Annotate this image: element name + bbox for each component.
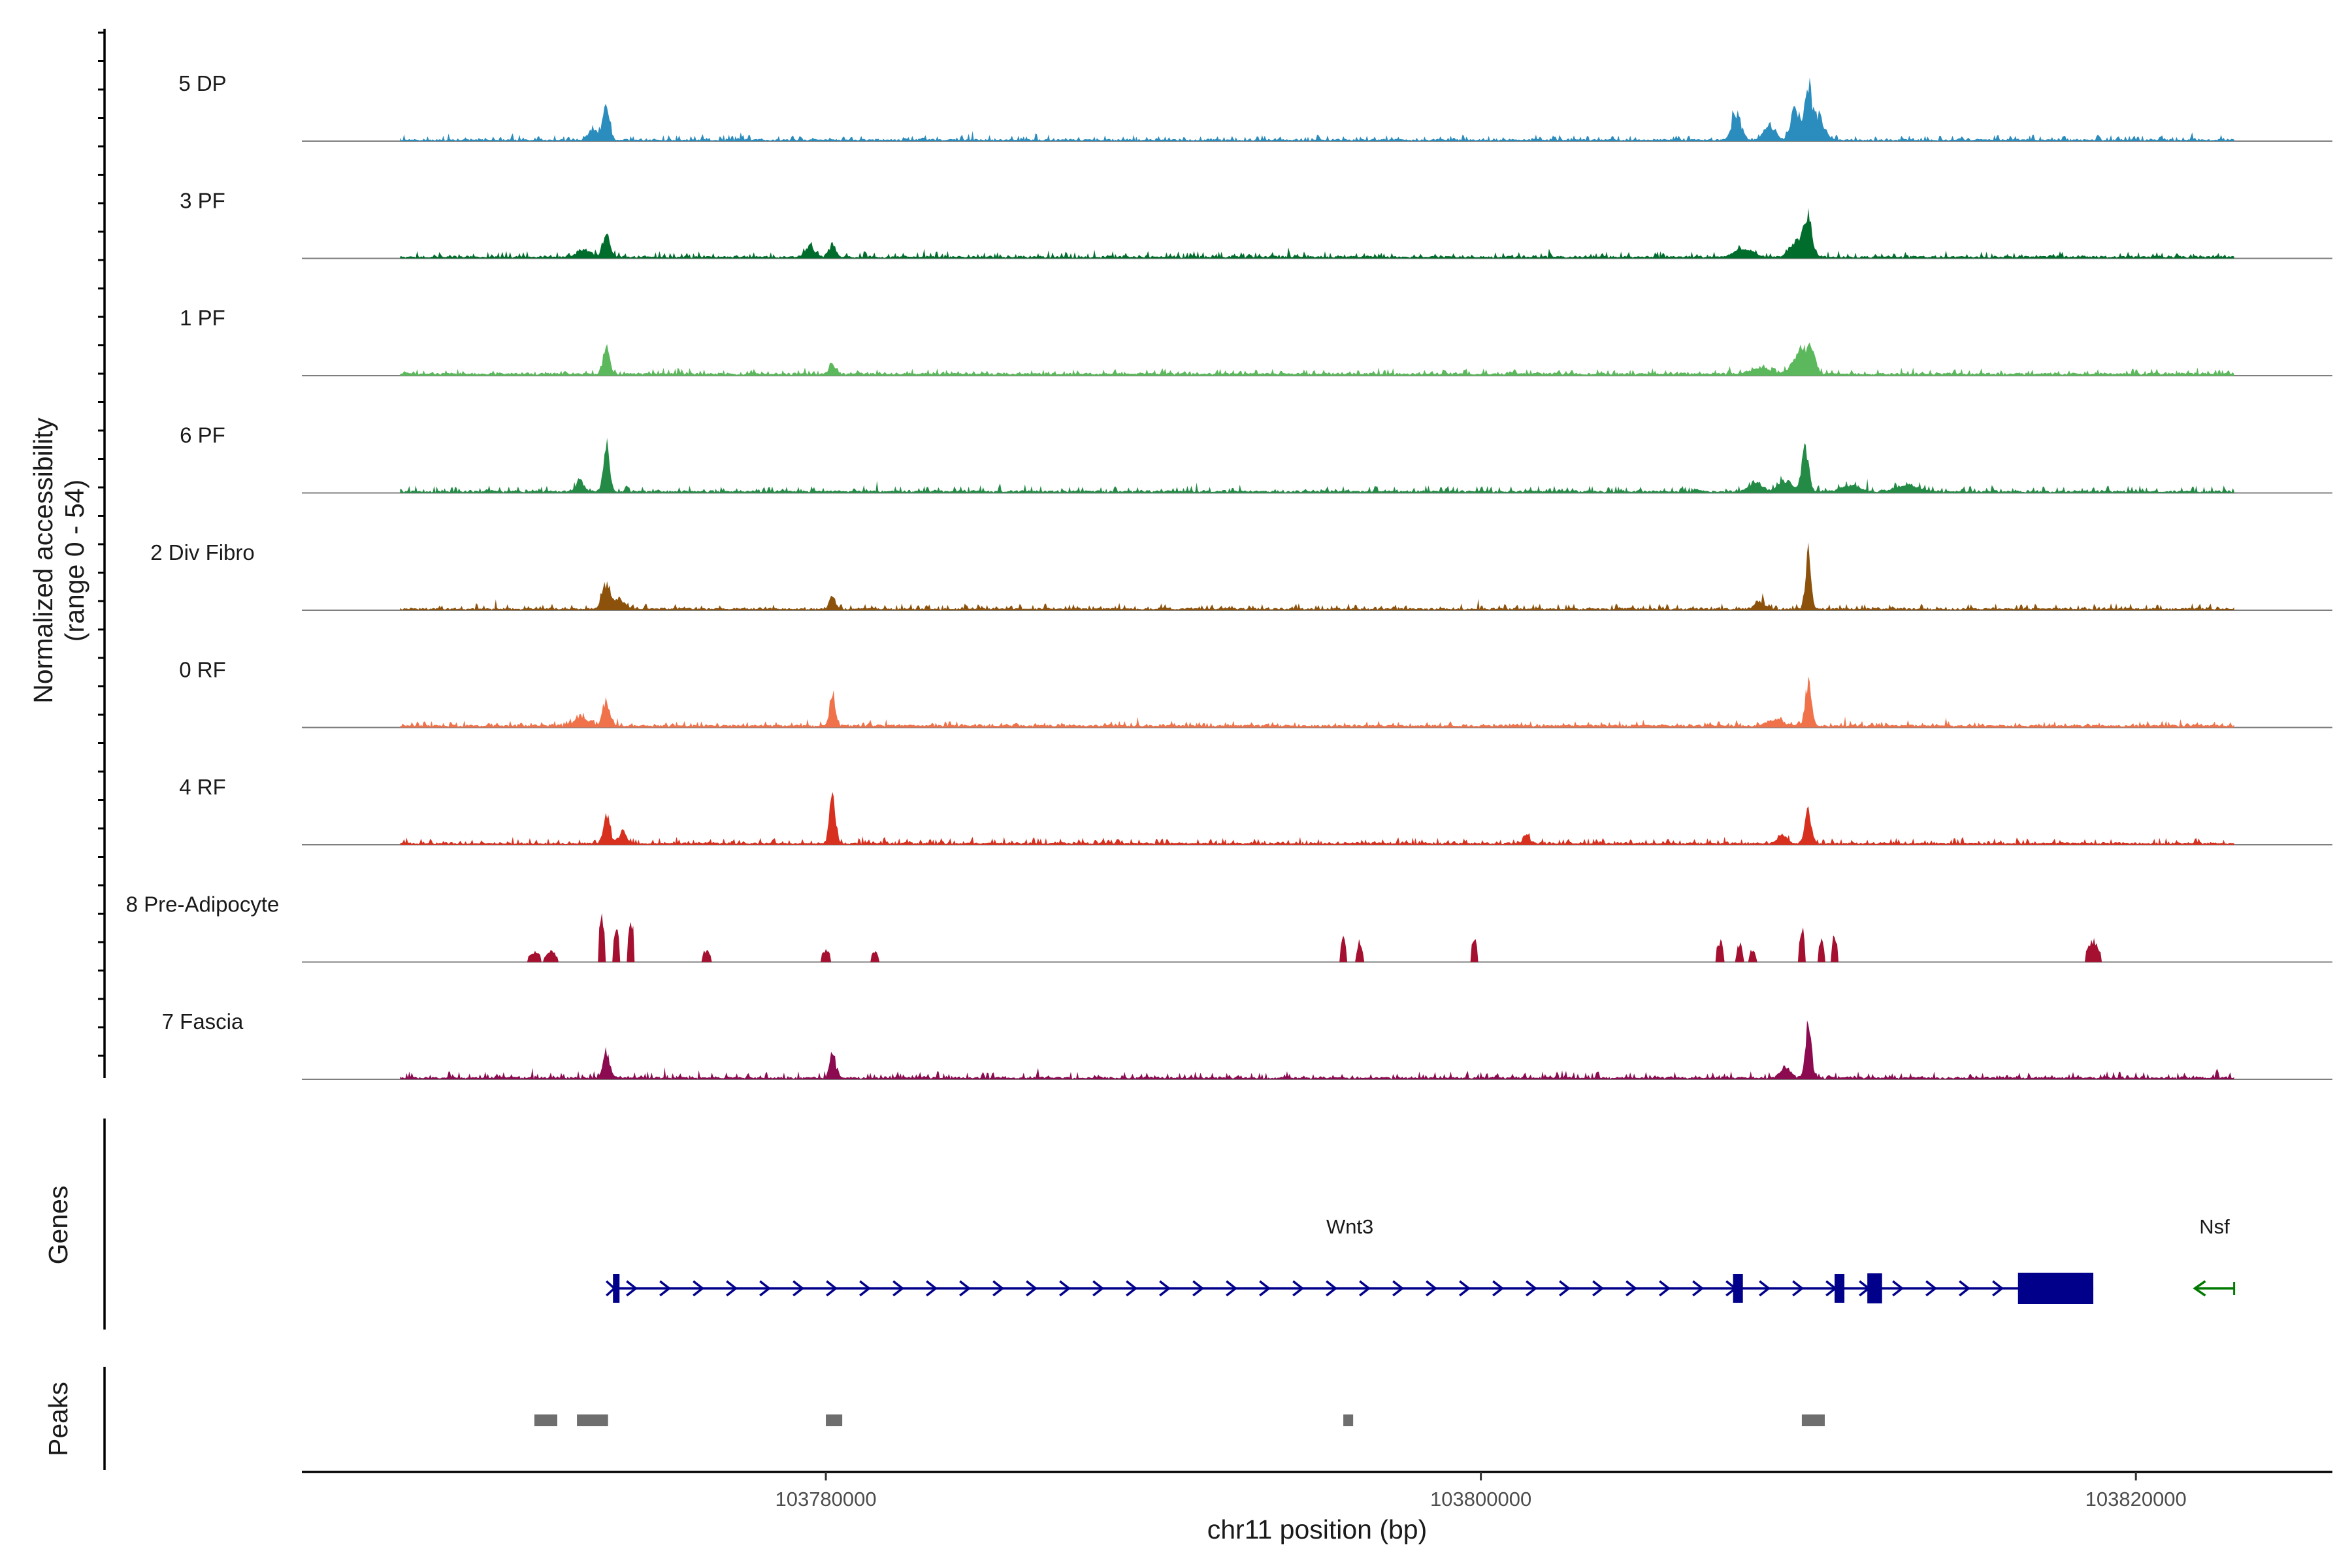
x-tick-label: 103820000	[2085, 1488, 2187, 1511]
strand-arrow	[1792, 1280, 1805, 1297]
track-6-pf: 6 PF	[180, 423, 2332, 494]
strand-arrow	[1892, 1280, 1904, 1297]
strand-arrow	[1192, 1280, 1205, 1297]
strand-arrow	[892, 1280, 905, 1297]
peak-box	[1343, 1414, 1354, 1426]
track-signal	[400, 542, 2234, 610]
x-tick-label: 103800000	[1430, 1488, 1531, 1511]
x-axis-ticks: 103780000 103800000 103820000	[775, 1472, 2187, 1511]
strand-arrow	[1759, 1280, 1771, 1297]
exon	[1835, 1274, 1845, 1303]
strand-arrow	[1925, 1280, 1938, 1297]
y-axis-range: (range 0 - 54)	[59, 480, 90, 642]
strand-arrow	[1026, 1280, 1038, 1297]
track-signal	[400, 208, 2234, 259]
exon	[1733, 1274, 1743, 1303]
track-3-pf: 3 PF	[180, 189, 2332, 259]
gene-label-nsf: Nsf	[2199, 1215, 2230, 1238]
strand-arrow	[1126, 1280, 1138, 1297]
strand-arrow	[1359, 1280, 1371, 1297]
strand-arrow	[1259, 1280, 1271, 1297]
genes-panel-title: Genes	[43, 1186, 73, 1265]
track-8-pre-adipocyte: 8 Pre-Adipocyte	[126, 892, 2332, 963]
track-signal	[400, 913, 2234, 962]
track-signal	[400, 342, 2234, 376]
gene-annotations: Wnt3 Nsf	[606, 1215, 2236, 1304]
track-signal	[400, 77, 2234, 141]
strand-arrow	[1492, 1280, 1505, 1297]
exon	[1867, 1273, 1882, 1303]
strand-arrow	[1526, 1280, 1538, 1297]
track-label: 1 PF	[180, 306, 225, 330]
strand-arrow	[1326, 1280, 1338, 1297]
gene-nsf	[2193, 1280, 2236, 1297]
strand-arrow	[1459, 1280, 1471, 1297]
strand-arrow	[826, 1280, 838, 1297]
strand-arrow	[693, 1280, 705, 1297]
strand-arrow	[1559, 1280, 1571, 1297]
strand-arrow	[926, 1280, 938, 1297]
peak-box	[534, 1414, 558, 1426]
track-label: 2 Div Fibro	[150, 540, 255, 564]
track-4-rf: 4 RF	[179, 775, 2332, 845]
exon	[2017, 1273, 2094, 1304]
exon	[613, 1274, 620, 1303]
strand-arrow	[1592, 1280, 1605, 1297]
strand-arrow	[2193, 1280, 2206, 1297]
track-label: 0 RF	[179, 658, 226, 682]
track-label: 4 RF	[179, 775, 226, 799]
strand-arrow	[1959, 1280, 1971, 1297]
coverage-tracks: 5 DP 3 PF 1 PF 6 PF 2 Div Fibro 0 RF 4 RF 8 Pre…	[126, 71, 2332, 1080]
gene-wnt3	[606, 1273, 2094, 1304]
track-signal	[400, 438, 2234, 493]
strand-arrow	[959, 1280, 972, 1297]
gene-label-wnt3: Wnt3	[1326, 1215, 1373, 1238]
coverage-y-ticks	[98, 31, 105, 1057]
track-signal	[400, 676, 2234, 728]
strand-arrow	[1992, 1280, 2004, 1297]
peak-regions	[534, 1414, 1825, 1426]
x-axis-title: chr11 position (bp)	[1207, 1514, 1428, 1544]
track-label: 7 Fascia	[162, 1009, 244, 1034]
strand-arrow	[992, 1280, 1005, 1297]
strand-arrow	[759, 1280, 772, 1297]
strand-arrow	[1226, 1280, 1238, 1297]
track-2-div-fibro: 2 Div Fibro	[150, 540, 2332, 611]
track-7-fascia: 7 Fascia	[162, 1009, 2332, 1080]
peak-box	[577, 1414, 608, 1426]
track-5-dp: 5 DP	[178, 71, 2332, 142]
track-label: 5 DP	[178, 71, 226, 95]
peaks-panel-title: Peaks	[43, 1382, 73, 1456]
strand-arrow	[1159, 1280, 1171, 1297]
track-label: 3 PF	[180, 189, 225, 213]
track-0-rf: 0 RF	[179, 658, 2332, 728]
strand-arrow	[1426, 1280, 1438, 1297]
track-label: 6 PF	[180, 423, 225, 448]
strand-arrow	[626, 1280, 638, 1297]
strand-arrow	[1625, 1280, 1638, 1297]
peak-box	[826, 1414, 843, 1426]
track-signal	[400, 1020, 2234, 1079]
strand-arrow	[1392, 1280, 1405, 1297]
strand-arrow	[1059, 1280, 1071, 1297]
strand-arrow	[659, 1280, 672, 1297]
strand-arrow	[859, 1280, 872, 1297]
strand-arrow	[1292, 1280, 1305, 1297]
track-1-pf: 1 PF	[180, 306, 2332, 376]
strand-arrow	[1659, 1280, 1671, 1297]
strand-arrow	[792, 1280, 805, 1297]
x-tick-label: 103780000	[775, 1488, 876, 1511]
strand-arrow	[1692, 1280, 1705, 1297]
strand-arrow	[1092, 1280, 1105, 1297]
track-label: 8 Pre-Adipocyte	[126, 892, 280, 917]
strand-arrow	[726, 1280, 738, 1297]
peak-box	[1801, 1414, 1825, 1426]
y-axis-title: Normalized accessibility	[28, 417, 58, 704]
track-signal	[400, 792, 2234, 845]
